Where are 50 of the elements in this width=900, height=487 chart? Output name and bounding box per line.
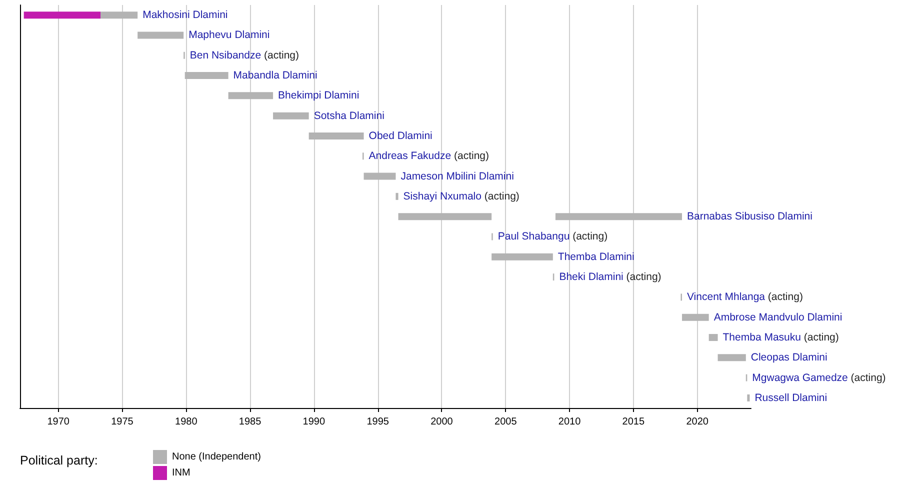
x-tick-label: 2000 [430, 416, 454, 428]
y-tick-label: Maphevu Dlamini [188, 29, 270, 42]
x-tick-label: 2005 [494, 416, 518, 428]
legend-label: INM [172, 468, 190, 478]
x-tick-label: 1970 [47, 416, 70, 428]
bar [138, 32, 184, 39]
bar [184, 72, 228, 80]
y-tick-label: Vincent Mhlanga (acting) [686, 291, 803, 304]
y-tick-label: Obed Dlamini [368, 130, 432, 142]
bar [708, 334, 718, 341]
y-tick-label: Bheki Dlamini (acting) [559, 271, 662, 284]
y-tick-label: Sotsha Dlamini [314, 110, 384, 122]
y-tick-label: Mgwagwa Gamedze (acting) [752, 372, 886, 384]
x-tick-label: 2015 [622, 416, 645, 428]
bar [555, 213, 682, 220]
y-tick-label: Russell Dlamini [754, 392, 828, 404]
x-tick-label: 1990 [302, 416, 326, 428]
legend-title: Political party: [20, 454, 98, 468]
x-tick-label: 2020 [686, 416, 709, 428]
y-tick-label: Mabandla Dlamini [233, 70, 318, 82]
bar [100, 12, 138, 19]
x-tick-label: 1975 [111, 416, 134, 428]
y-tick-label: Themba Masuku (acting) [722, 331, 839, 344]
bar [273, 112, 309, 120]
bar [492, 253, 553, 260]
x-tick-label: 1995 [366, 416, 390, 428]
bar [398, 213, 492, 220]
y-tick-label: Cleopas Dlamini [750, 352, 828, 364]
y-tick-label: Ben Nsibandze (acting) [190, 49, 300, 62]
bar [396, 192, 398, 200]
bar [364, 172, 396, 180]
x-tick-label: 1980 [175, 416, 198, 428]
bar [747, 394, 750, 402]
y-tick-label: Sishayi Nxumalo (acting) [403, 190, 520, 202]
y-tick-label: Bhekimpi Dlamini [278, 90, 360, 102]
bar [308, 132, 364, 140]
legend-label: None (Independent) [172, 452, 261, 462]
y-tick-label: Jameson Mbilini Dlamini [400, 170, 514, 182]
y-tick-label: Paul Shabangu (acting) [498, 230, 608, 243]
x-tick-label: 2010 [558, 416, 582, 428]
y-tick-label: Themba Dlamini [558, 250, 634, 263]
x-tick-label: 1985 [238, 416, 262, 428]
y-tick-label: Andreas Fakudze (acting) [368, 150, 490, 162]
y-tick-label: Ambrose Mandvulo Dlamini [714, 311, 842, 324]
bar [718, 354, 746, 362]
bar [24, 12, 101, 19]
y-tick-label: Barnabas Sibusiso Dlamini [686, 210, 812, 223]
bar [682, 314, 709, 321]
bar [228, 92, 274, 100]
y-tick-label: Makhosini Dlamini [142, 9, 228, 22]
